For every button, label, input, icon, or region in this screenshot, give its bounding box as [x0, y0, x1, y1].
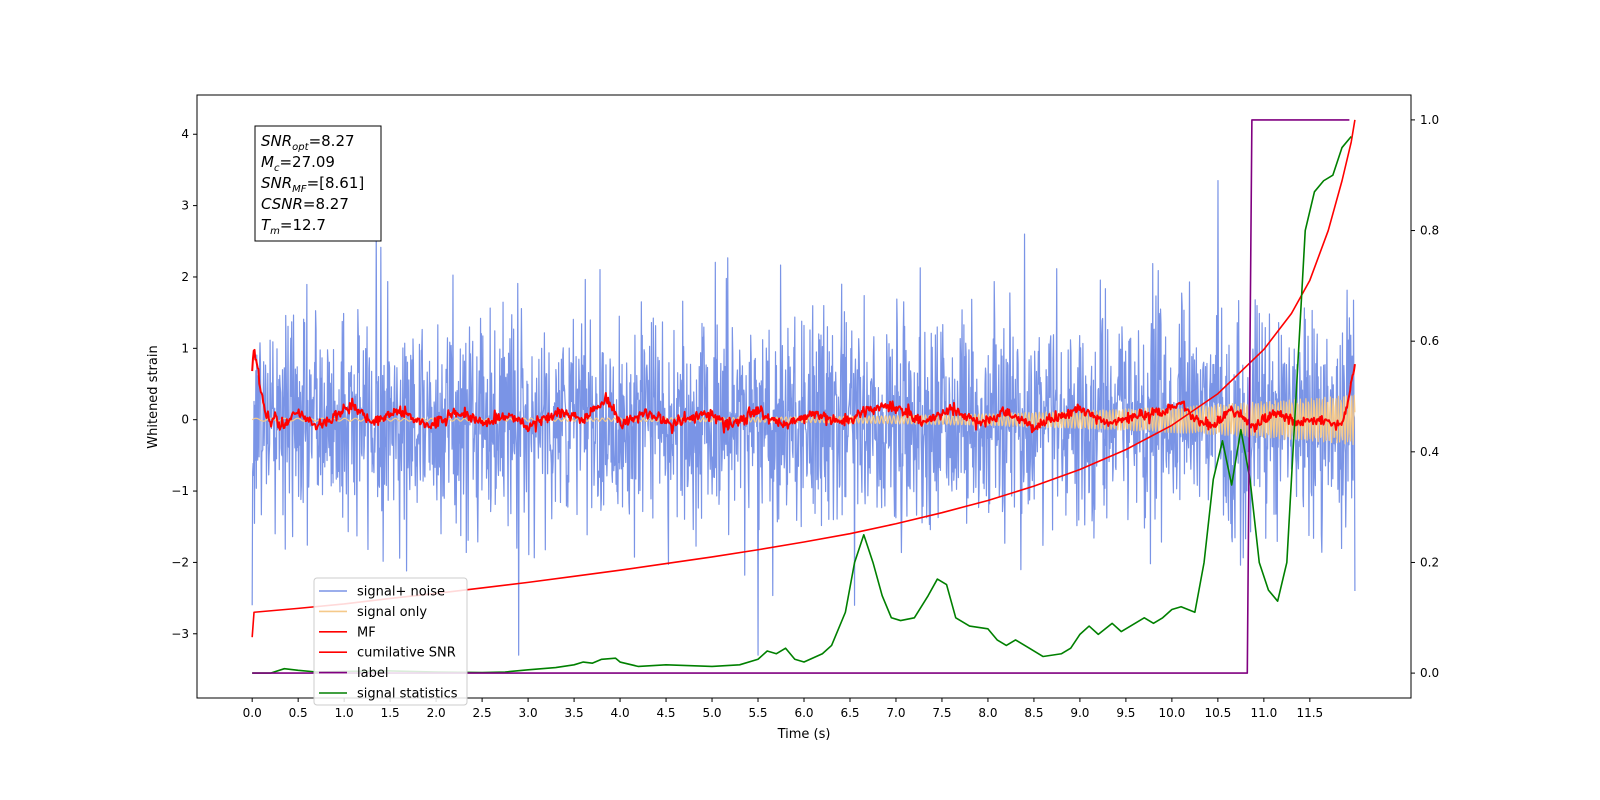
- y-right-tick-label: 0.4: [1420, 445, 1439, 459]
- x-tick-label: 0.0: [243, 706, 262, 720]
- x-tick-label: 8.0: [978, 706, 997, 720]
- annotation-line: SNRopt=8.27: [261, 132, 355, 153]
- legend-frame: [313, 577, 468, 706]
- legend-label: MF: [357, 625, 376, 640]
- x-axis-label: Time (s): [777, 727, 831, 742]
- x-tick-label: 11.0: [1250, 706, 1277, 720]
- x-tick-label: 0.5: [289, 706, 308, 720]
- x-tick-label: 4.0: [611, 706, 630, 720]
- legend-label: signal+ noise: [357, 585, 445, 600]
- x-tick-label: 9.5: [1116, 706, 1135, 720]
- legend-label: signal only: [357, 605, 427, 620]
- y-left-tick-label: −3: [171, 627, 189, 641]
- x-tick-label: 10.5: [1205, 706, 1232, 720]
- series-mf: [251, 348, 1356, 435]
- annotation-line: Mc=27.09: [261, 153, 335, 174]
- x-tick-label: 6.0: [794, 706, 813, 720]
- x-tick-label: 5.0: [702, 706, 721, 720]
- y-left-tick-label: 4: [181, 127, 189, 141]
- annotation-line: CSNR=8.27: [261, 195, 349, 213]
- y-left-tick-label: 0: [181, 413, 189, 427]
- x-tick-label: 6.5: [840, 706, 859, 720]
- y-right-tick-label: 0.8: [1420, 224, 1439, 238]
- y-right-axis-ticks: 0.0 0.2 0.4 0.6 0.8 1.0: [1411, 113, 1439, 680]
- y-left-tick-label: 2: [181, 270, 189, 284]
- annotation-line: Tm=12.7: [261, 216, 326, 237]
- x-tick-label: 3.5: [565, 706, 584, 720]
- y-right-tick-label: 0.2: [1420, 555, 1439, 569]
- x-tick-label: 9.0: [1070, 706, 1089, 720]
- y-axis-label: Whitened strain: [146, 345, 161, 448]
- x-tick-label: 2.5: [473, 706, 492, 720]
- x-axis-ticks: 0.0 0.5 1.0 1.5 2.0 2.5 3.0 3.5 4.0 4.5 5.0 5.5 6.0 6…: [243, 698, 1323, 720]
- legend-label: signal statistics: [357, 687, 458, 702]
- y-left-tick-label: −2: [171, 555, 189, 569]
- x-tick-label: 3.0: [519, 706, 538, 720]
- x-tick-label: 10.0: [1159, 706, 1186, 720]
- x-tick-label: 7.0: [886, 706, 905, 720]
- y-left-tick-label: −1: [171, 484, 189, 498]
- x-tick-label: 4.5: [656, 706, 675, 720]
- y-right-tick-label: 1.0: [1420, 113, 1439, 127]
- series-label: [252, 119, 1350, 674]
- x-tick-label: 5.5: [748, 706, 767, 720]
- y-right-tick-label: 0.6: [1420, 334, 1439, 348]
- x-tick-label: 8.5: [1024, 706, 1043, 720]
- series-signal-statistics: [252, 135, 1352, 674]
- x-tick-label: 7.5: [932, 706, 951, 720]
- x-tick-label: 2.0: [427, 706, 446, 720]
- legend-label: cumilative SNR: [357, 646, 456, 661]
- annotation-box: SNRopt=8.27Mc=27.09SNRMF=[8.61]CSNR=8.27…: [254, 125, 382, 242]
- annotation-frame: [254, 125, 382, 242]
- legend: signal+ noise signal only MF cumilative SNR…: [313, 577, 468, 706]
- y-left-tick-label: 3: [181, 199, 189, 213]
- y-right-tick-label: 0.0: [1420, 666, 1439, 680]
- annotation-line: SNRMF=[8.61]: [261, 174, 364, 195]
- y-left-axis-ticks: −3 −2 −1 0 1 2 3 4: [171, 127, 197, 641]
- x-tick-label: 1.0: [335, 706, 354, 720]
- legend-label: label: [357, 666, 388, 681]
- x-tick-label: 1.5: [381, 706, 400, 720]
- y-left-tick-label: 1: [181, 341, 189, 355]
- x-tick-label: 11.5: [1296, 706, 1323, 720]
